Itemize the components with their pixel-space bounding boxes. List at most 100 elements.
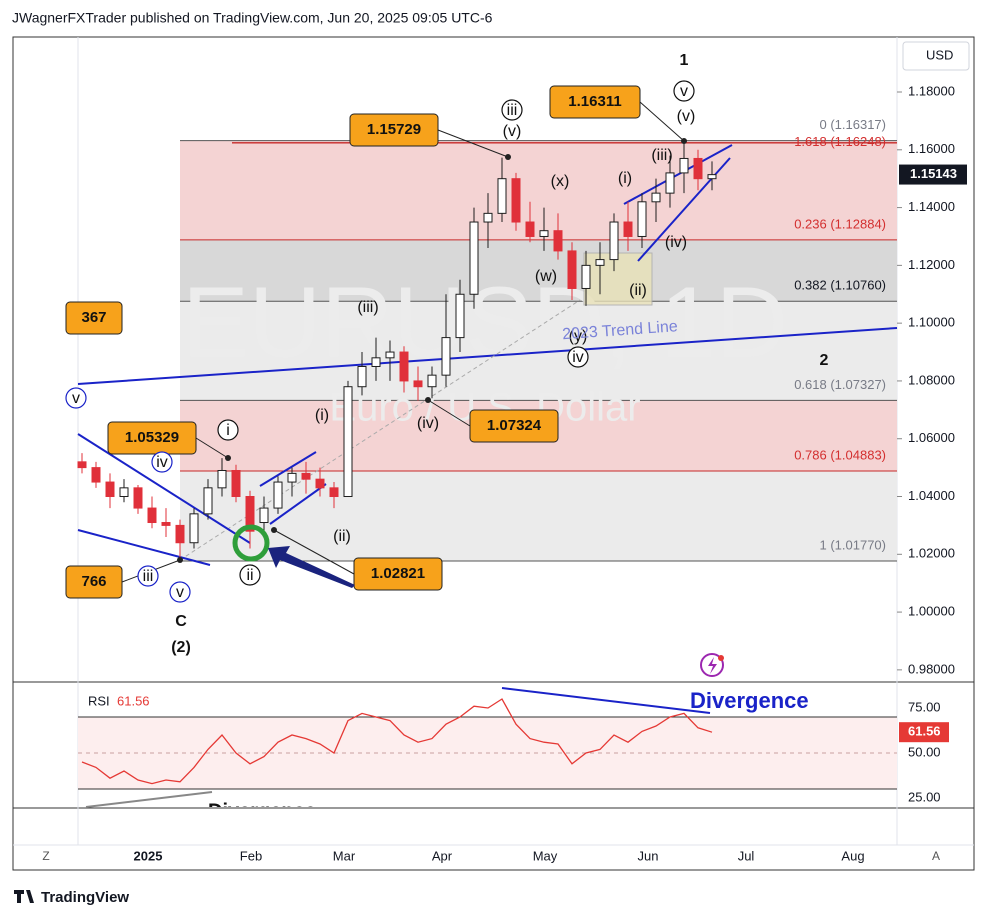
candle-body (287, 472, 297, 483)
candle-body (567, 250, 577, 289)
candle-body (497, 178, 507, 214)
wave-label: ii (246, 567, 253, 584)
divergence-line (501, 687, 711, 714)
header: JWagnerFXTrader published on TradingView… (12, 10, 493, 26)
candle-body (259, 507, 269, 524)
a-button[interactable] (925, 846, 947, 868)
y-tick-label: 1.04000 (908, 488, 955, 503)
callout-point (425, 397, 431, 403)
fib-label: 1.618 (1.16248) (794, 134, 886, 149)
y-tick-label: 1.14000 (908, 199, 955, 214)
currency-button[interactable] (902, 41, 970, 71)
divergence-label: Divergence (208, 800, 316, 822)
trend-line (259, 451, 317, 487)
zone-box (583, 252, 653, 306)
y-tick-label: 1.00000 (908, 604, 955, 619)
candle-body (385, 351, 395, 359)
fib-band (180, 239, 897, 302)
candle-body (511, 178, 521, 223)
wave-circle (169, 581, 191, 603)
z-button[interactable] (35, 846, 57, 868)
y-tick-label: 1.18000 (908, 83, 955, 98)
candle-body (231, 470, 241, 498)
trend-line (77, 433, 251, 544)
candle-body (469, 221, 479, 295)
candle-body (609, 221, 619, 261)
trend-line (269, 483, 327, 525)
candle-body (119, 487, 129, 498)
x-tick-label: Jul (738, 848, 755, 863)
candle-body (161, 522, 171, 526)
rsi-line (81, 698, 713, 785)
wave-label: (v) (503, 123, 522, 140)
callout-label: 1.05329 (125, 429, 179, 446)
wave-label: (ii) (333, 528, 351, 545)
fib-band (180, 470, 897, 561)
fib-label: 0.786 (1.04883) (794, 447, 886, 462)
x-tick-label: Apr (432, 848, 453, 863)
divergence-line (85, 791, 213, 808)
callout-box (65, 301, 123, 335)
callout-leader (437, 129, 509, 158)
brand: TradingView (41, 889, 129, 906)
candle-body (147, 507, 157, 524)
wave-label: iii (143, 568, 154, 585)
wave-label: (2) (171, 639, 191, 656)
candle-body (525, 221, 535, 237)
candle-body (245, 496, 255, 532)
price-tag-label: 1.15143 (910, 166, 957, 181)
candle-body (91, 467, 101, 483)
candle-body (581, 264, 591, 289)
fib-band (180, 301, 897, 401)
frame (12, 36, 975, 871)
candle-body (203, 487, 213, 515)
candle-body (595, 259, 605, 266)
wave-label: (x) (551, 173, 570, 190)
callout-point (271, 527, 277, 533)
wave-circle (239, 564, 261, 586)
callout-leader (195, 437, 229, 459)
x-tick-label: Mar (333, 848, 356, 863)
trend-line (77, 529, 211, 566)
y-tick-label: 0.98000 (908, 661, 955, 676)
price-tag (899, 164, 967, 185)
candle-body (315, 478, 325, 489)
alert-dot (718, 655, 724, 661)
watermark: EURUSD, 1D (182, 266, 788, 378)
callout-box (353, 557, 443, 591)
candle-body (665, 172, 675, 194)
wave-label: (iv) (665, 234, 687, 251)
y-tick-label: 1.02000 (908, 546, 955, 561)
candle-body (77, 461, 87, 469)
wave-label: (ii) (629, 282, 647, 299)
rsi-tick-label: 25.00 (908, 789, 941, 804)
candle-body (637, 201, 647, 237)
candle-body (455, 293, 465, 339)
callout-box (107, 421, 197, 455)
highlight-circle (232, 524, 270, 562)
wave-label: (y) (569, 328, 588, 345)
x-tick-label: 2025 (134, 848, 163, 863)
callout-point (177, 557, 183, 563)
wave-label: (i) (618, 170, 632, 187)
rsi-tick-label: 50.00 (908, 744, 941, 759)
wave-label: (w) (535, 268, 557, 285)
wave-label: iv (572, 349, 584, 366)
candle-body (357, 365, 367, 388)
callout-point (225, 455, 231, 461)
z-label: Z (42, 849, 49, 863)
candle-body (343, 386, 353, 498)
wave-label: iv (156, 454, 168, 471)
rsi-tag (899, 722, 949, 743)
fib-label: 1 (1.01770) (820, 537, 887, 552)
rsi-name: RSI (88, 693, 110, 708)
wave-label: 1 (680, 52, 689, 69)
candle-body (623, 221, 633, 237)
y-tick-label: 1.16000 (908, 141, 955, 156)
candle-body (427, 374, 437, 388)
y-tick-label: 1.10000 (908, 315, 955, 330)
wave-label: (i) (315, 407, 329, 424)
candle-body (105, 481, 115, 498)
callout-label: 1.16311 (568, 93, 621, 110)
